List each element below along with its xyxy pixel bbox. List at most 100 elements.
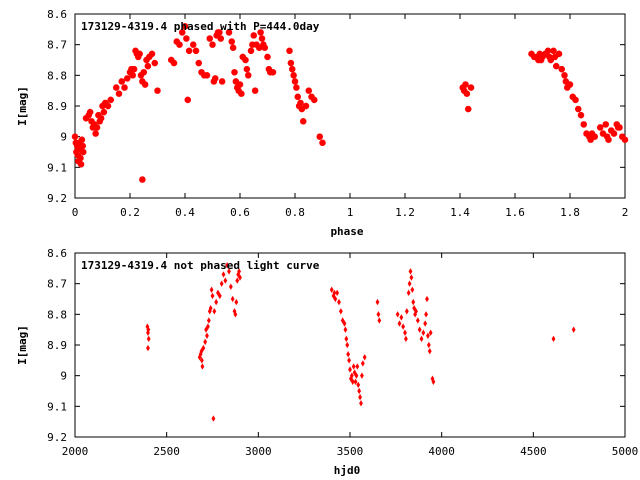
unphased-data-point (357, 387, 362, 395)
unphased-data-point (230, 295, 235, 303)
phased-data-point (99, 102, 106, 110)
unphased-data-point (425, 295, 429, 303)
unphased-data-point (208, 305, 213, 312)
unphased-data-point (423, 320, 428, 327)
phased-data-point (143, 56, 150, 64)
unphased-data-point (340, 317, 345, 324)
unphased-data-point (219, 280, 224, 287)
phased-data-point (261, 44, 268, 51)
phased-data-point (580, 121, 587, 128)
phased-data-point (602, 121, 609, 128)
phased-data-point (228, 38, 235, 45)
unphased-data-point (217, 292, 222, 300)
phased-data-point (528, 50, 535, 58)
unphased-x-tick-label: 3000 (245, 445, 272, 458)
phased-data-point (539, 53, 546, 61)
unphased-data-point (211, 415, 216, 422)
phased-data-point (287, 59, 295, 67)
phased-x-tick-label: 1.6 (505, 206, 525, 219)
phased-data-point (139, 78, 146, 85)
phased-data-point (257, 29, 264, 36)
unphased-data-point (406, 289, 411, 297)
phased-data-point (619, 133, 626, 140)
phased-data-point (77, 154, 84, 162)
phased-data-point (243, 66, 251, 73)
unphased-data-point (343, 326, 348, 333)
phased-data-point (140, 69, 147, 76)
unphased-data-point (212, 308, 217, 315)
phased-data-point (71, 133, 79, 140)
phased-data-point (210, 78, 218, 85)
phased-data-point (597, 124, 604, 131)
phased-data-point (79, 142, 86, 150)
phased-data-point (588, 130, 596, 137)
phased-data-point (225, 29, 233, 36)
phased-data-point (176, 41, 183, 48)
phased-data-point (203, 72, 211, 79)
unphased-data-point (362, 354, 367, 361)
unphased-data-point (210, 292, 215, 300)
phased-data-point (206, 35, 213, 42)
phased-data-point (293, 84, 300, 91)
phased-data-point (245, 72, 252, 79)
unphased-y-tick-label: 9.1 (47, 400, 67, 413)
phased-x-tick-label: 0.8 (285, 206, 305, 219)
unphased-x-tick-label: 2000 (62, 445, 89, 458)
phased-axis-ticks (74, 13, 626, 199)
phased-y-tick-label: 8.7 (47, 39, 67, 52)
unphased-data-point (419, 335, 424, 343)
phased-data-point (132, 47, 139, 54)
phased-data-point (300, 118, 307, 125)
phased-data-point (179, 29, 186, 36)
unphased-data-point (234, 298, 239, 306)
phased-data-point (566, 81, 574, 88)
phased-data-point (74, 151, 81, 159)
phased-data-point (265, 66, 273, 73)
phased-data-point (610, 130, 618, 137)
phased-data-point (86, 108, 94, 116)
unphased-data-point (221, 271, 226, 278)
unphased-x-tick-label: 3500 (337, 445, 364, 458)
phased-data-point (168, 56, 175, 64)
phased-data-point (102, 99, 109, 107)
unphased-y-tick-label: 8.7 (47, 278, 67, 291)
phased-data-point (78, 136, 86, 143)
unphased-data-point (412, 305, 417, 312)
phased-data-point (136, 50, 143, 58)
phased-data-point (113, 84, 120, 91)
unphased-data-point (359, 400, 363, 407)
phased-data-point (533, 53, 541, 61)
phased-data-point (603, 133, 611, 140)
phased-data-point (146, 53, 153, 61)
phased-x-tick-label: 0.4 (175, 206, 195, 219)
phased-data-point (192, 47, 200, 54)
phased-data-point (235, 87, 242, 94)
unphased-y-tick-label: 9.2 (47, 431, 67, 444)
unphased-data-point (428, 329, 433, 336)
phased-data-point (542, 50, 549, 58)
unphased-data-point (417, 326, 422, 333)
phased-data-point (258, 35, 266, 42)
unphased-data-point (353, 378, 358, 385)
phased-y-tick-label: 9.1 (47, 161, 67, 174)
unphased-data-point (401, 323, 406, 330)
phased-x-tick-label: 2 (622, 206, 629, 219)
unphased-data-point (344, 335, 349, 343)
phased-data-point (459, 84, 466, 91)
phased-data-point (148, 50, 156, 58)
phased-data-point (198, 69, 205, 76)
phased-data-point (100, 108, 108, 116)
phased-data-point (558, 66, 565, 73)
phased-data-point (572, 96, 579, 104)
unphased-x-tick-label: 5000 (612, 445, 639, 458)
unphased-x-axis-label: hjd0 (334, 464, 361, 477)
phased-data-point (216, 29, 223, 36)
phased-x-tick-label: 0 (72, 206, 79, 219)
phased-plot-title: 173129-4319.4 phased with P=444.0day (81, 20, 320, 33)
phased-x-tick-labels: 0 0.2 0.4 0.6 0.8 1 1.2 1.4 1.6 1.8 2 (72, 206, 629, 219)
phased-data-point (256, 44, 263, 51)
phased-data-point (587, 136, 594, 143)
unphased-data-point (348, 366, 352, 373)
phased-data-point (544, 47, 552, 54)
phased-x-tick-label: 0.6 (230, 206, 250, 219)
